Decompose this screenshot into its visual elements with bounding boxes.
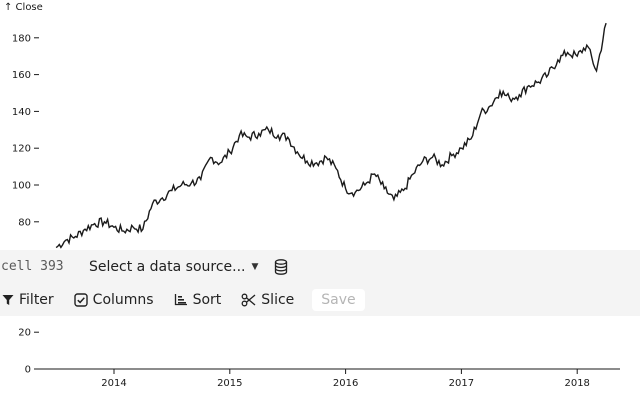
save-button[interactable]: Save (312, 288, 365, 311)
columns-label: Columns (92, 291, 154, 308)
data-source-label: Select a data source... (89, 258, 246, 275)
close-price-line (55, 22, 607, 249)
chart-upper: ↑ Close 80 100 120 140 160 180 (4, 2, 607, 249)
x-tick-label: 2018 (564, 378, 589, 389)
x-tick-label: 2016 (333, 378, 358, 389)
table-toolbar: Filter Columns Sort Slice Save (0, 283, 640, 316)
y-tick-label: 180 (12, 33, 31, 44)
chart-lower: 0 20 2014 2015 2016 2017 2018 (18, 328, 620, 389)
x-tick-label: 2014 (101, 378, 126, 389)
sort-label: Sort (192, 291, 222, 308)
slice-label: Slice (261, 291, 295, 308)
filter-icon (2, 294, 14, 305)
slice-button[interactable]: Slice (241, 292, 294, 308)
y-tick-label: 20 (18, 328, 31, 339)
database-icon[interactable] (274, 258, 288, 275)
cell-label: cell 393 (1, 259, 64, 274)
columns-button[interactable]: Columns (73, 291, 154, 308)
y-tick-label: 100 (12, 181, 31, 192)
caret-down-icon: ▼ (251, 261, 259, 272)
y-tick-label: 140 (12, 107, 31, 118)
y-axis-label: ↑ Close (4, 2, 43, 13)
y-tick-label: 160 (12, 70, 31, 81)
scissors-icon (241, 293, 256, 306)
checkbox-icon (73, 292, 88, 307)
y-tick-label: 80 (18, 217, 31, 228)
y-tick-label: 0 (25, 365, 31, 376)
y-tick-label: 120 (12, 144, 31, 155)
sort-button[interactable]: Sort (174, 291, 222, 308)
filter-button[interactable]: Filter (2, 292, 54, 308)
x-tick-label: 2015 (217, 378, 242, 389)
data-source-select[interactable]: Select a data source... ▼ (89, 259, 258, 275)
sort-icon (174, 294, 187, 306)
cell-header: cell 393 Select a data source... ▼ (0, 250, 640, 283)
filter-label: Filter (19, 291, 54, 308)
x-tick-label: 2017 (449, 378, 474, 389)
